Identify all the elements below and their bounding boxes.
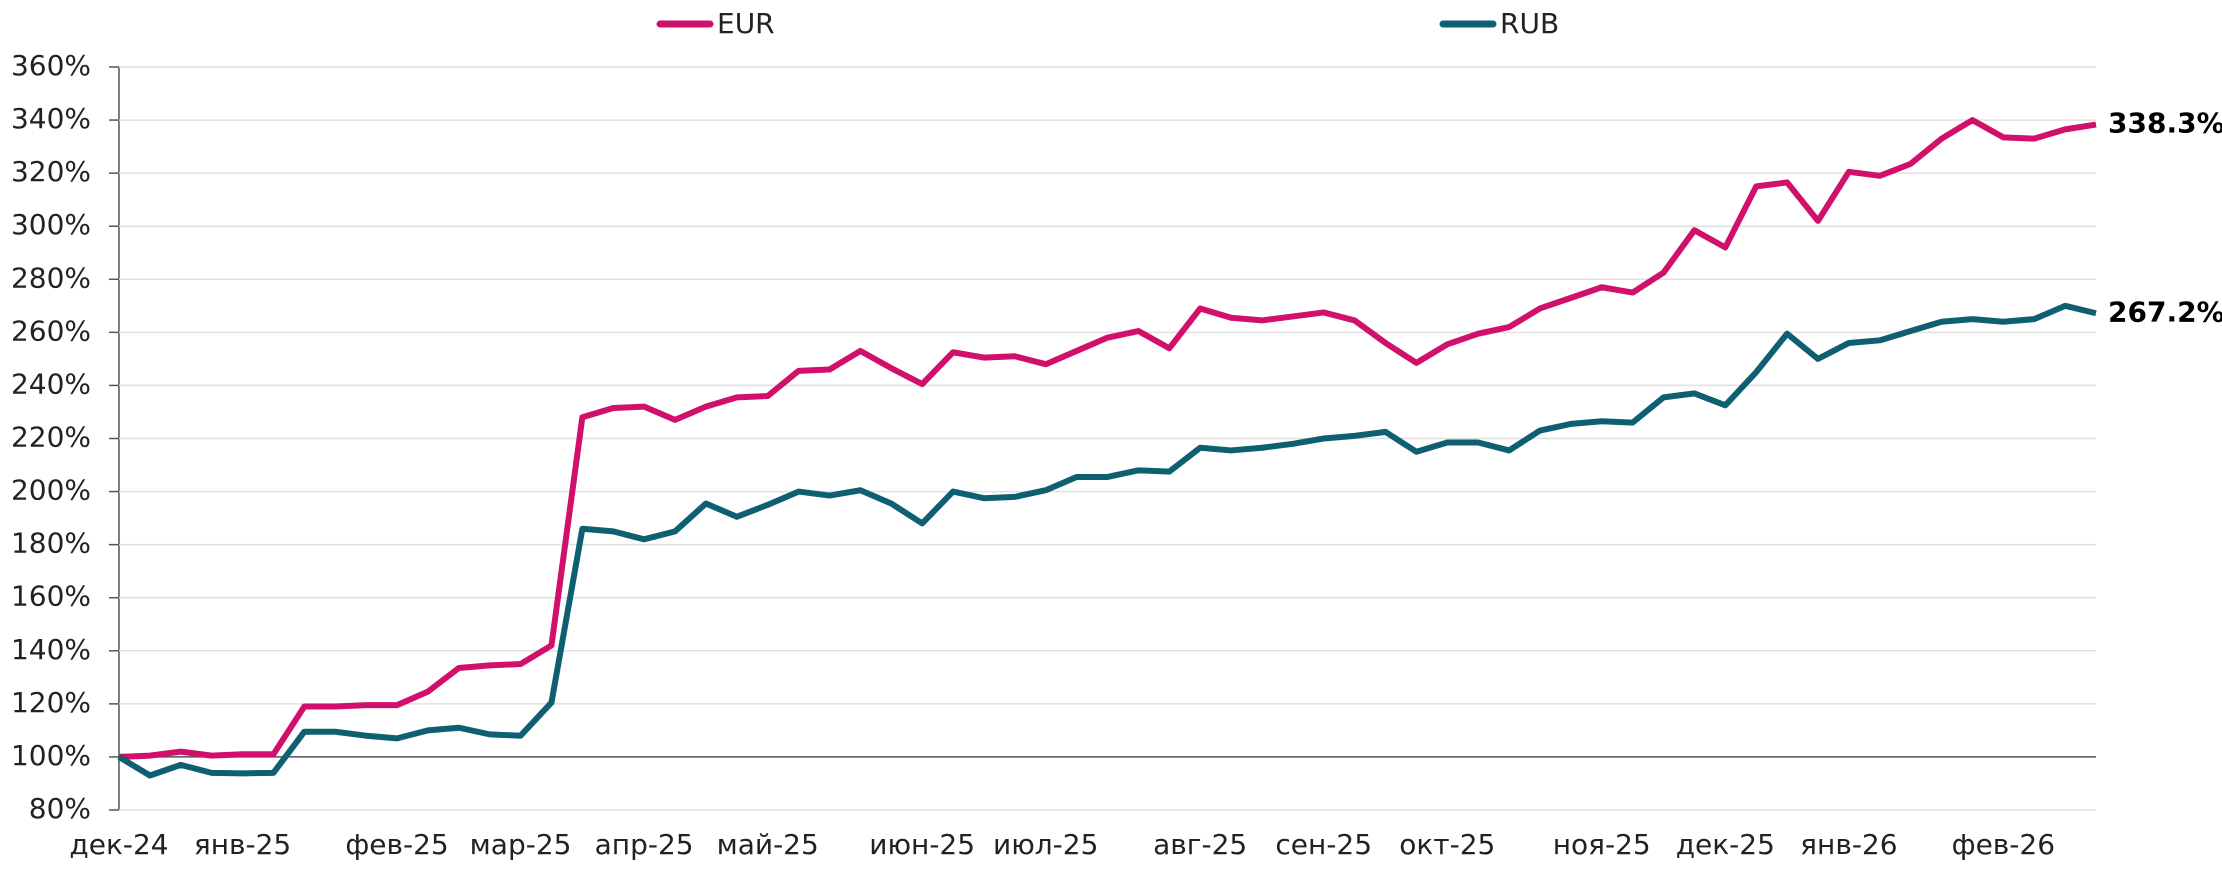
series-line <box>118 117 2097 760</box>
x-tick-label: май-25 <box>717 828 819 861</box>
x-tick-label: мар-25 <box>470 828 572 861</box>
x-tick-label: ноя-25 <box>1553 828 1651 861</box>
x-tick-label: июл-25 <box>993 828 1098 861</box>
legend-label: RUB <box>1500 7 1559 40</box>
y-tick-label: 260% <box>11 314 91 347</box>
y-tick-label: 240% <box>11 367 91 400</box>
end-label: 267.2% <box>2108 295 2222 328</box>
x-tick-label: авг-25 <box>1153 828 1247 861</box>
x-tick-label: янв-25 <box>194 828 291 861</box>
y-tick-label: 300% <box>11 208 91 241</box>
x-tick-label: сен-25 <box>1275 828 1372 861</box>
x-tick-label: апр-25 <box>595 828 694 861</box>
x-tick-label: янв-26 <box>1800 828 1897 861</box>
x-tick-label: дек-24 <box>69 828 168 861</box>
y-tick-label: 180% <box>11 527 91 560</box>
y-tick-label: 340% <box>11 102 91 135</box>
y-tick-label: 200% <box>11 474 91 507</box>
end-label: 338.3% <box>2108 107 2222 140</box>
y-tick-label: 280% <box>11 261 91 294</box>
y-tick-label: 160% <box>11 580 91 613</box>
x-tick-label: фев-25 <box>345 828 448 861</box>
legend-label: EUR <box>717 7 775 40</box>
y-tick-label: 100% <box>11 739 91 772</box>
x-tick-label: дек-25 <box>1676 828 1775 861</box>
series-line <box>117 302 2097 779</box>
x-tick-label: фев-26 <box>1952 828 2055 861</box>
y-tick-label: 140% <box>11 633 91 666</box>
y-tick-label: 80% <box>29 792 91 825</box>
y-tick-label: 220% <box>11 421 91 454</box>
y-tick-label: 360% <box>11 49 91 82</box>
y-tick-label: 120% <box>11 686 91 719</box>
y-tick-label: 320% <box>11 155 91 188</box>
x-tick-label: окт-25 <box>1399 828 1495 861</box>
x-tick-label: июн-25 <box>869 828 975 861</box>
